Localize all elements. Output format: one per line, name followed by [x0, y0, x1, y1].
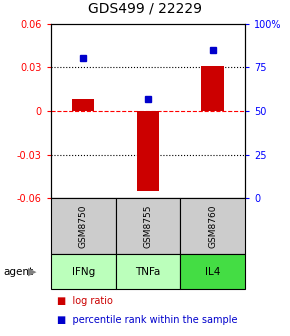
- Text: IFNg: IFNg: [72, 267, 95, 277]
- Text: IL4: IL4: [205, 267, 220, 277]
- Bar: [201, 66, 224, 111]
- Bar: [137, 111, 159, 191]
- Text: ■  percentile rank within the sample: ■ percentile rank within the sample: [57, 316, 237, 325]
- Text: ▶: ▶: [28, 267, 36, 277]
- Text: GSM8750: GSM8750: [79, 205, 88, 248]
- Text: GDS499 / 22229: GDS499 / 22229: [88, 1, 202, 15]
- Text: agent: agent: [3, 267, 33, 277]
- Text: GSM8755: GSM8755: [143, 205, 153, 248]
- Bar: [72, 99, 95, 111]
- Text: ■  log ratio: ■ log ratio: [57, 296, 113, 306]
- Text: TNFa: TNFa: [135, 267, 161, 277]
- Text: GSM8760: GSM8760: [208, 205, 217, 248]
